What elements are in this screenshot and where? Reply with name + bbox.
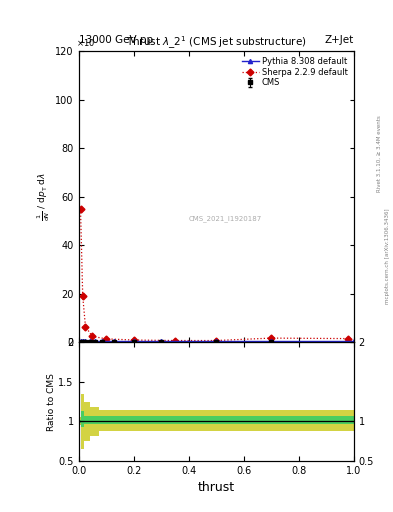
Pythia 8.308 default — [351, 338, 356, 345]
Sherpa 2.2.9 default — [81, 293, 85, 300]
Pythia 8.308 default — [87, 338, 92, 345]
Sherpa 2.2.9 default — [214, 337, 219, 344]
Pythia 8.308 default — [78, 338, 83, 345]
Pythia 8.308 default — [93, 338, 97, 345]
Sherpa 2.2.9 default — [269, 335, 274, 341]
X-axis label: thrust: thrust — [198, 481, 235, 494]
Pythia 8.308 default — [83, 338, 88, 345]
Text: Z+Jet: Z+Jet — [325, 34, 354, 45]
Y-axis label: Ratio to CMS: Ratio to CMS — [47, 373, 55, 431]
Text: $\times10$: $\times10$ — [76, 37, 95, 49]
Line: Sherpa 2.2.9 default: Sherpa 2.2.9 default — [78, 206, 351, 343]
Sherpa 2.2.9 default — [104, 336, 108, 342]
Sherpa 2.2.9 default — [90, 333, 95, 339]
Y-axis label: $\frac{1}{\mathrm{d}N}$ / $\mathrm{d}p_\mathrm{T}$ $\mathrm{d}\lambda$: $\frac{1}{\mathrm{d}N}$ / $\mathrm{d}p_\… — [36, 173, 52, 221]
Pythia 8.308 default — [81, 338, 85, 345]
Sherpa 2.2.9 default — [83, 324, 88, 330]
Sherpa 2.2.9 default — [173, 337, 177, 344]
Pythia 8.308 default — [100, 338, 105, 345]
Sherpa 2.2.9 default — [78, 206, 83, 212]
Text: Rivet 3.1.10, ≥ 3.4M events: Rivet 3.1.10, ≥ 3.4M events — [377, 115, 382, 192]
Legend: Pythia 8.308 default, Sherpa 2.2.9 default, CMS: Pythia 8.308 default, Sherpa 2.2.9 defau… — [239, 54, 351, 91]
Line: Pythia 8.308 default: Pythia 8.308 default — [79, 339, 356, 344]
Text: mcplots.cern.ch [arXiv:1306.3436]: mcplots.cern.ch [arXiv:1306.3436] — [385, 208, 389, 304]
Pythia 8.308 default — [214, 338, 219, 345]
Sherpa 2.2.9 default — [131, 337, 136, 343]
Title: Thrust $\lambda\_2^1$ (CMS jet substructure): Thrust $\lambda\_2^1$ (CMS jet substruct… — [126, 35, 307, 51]
Pythia 8.308 default — [112, 338, 117, 345]
Pythia 8.308 default — [269, 338, 274, 345]
Text: 13000 GeV pp: 13000 GeV pp — [79, 34, 153, 45]
Text: CMS_2021_I1920187: CMS_2021_I1920187 — [189, 215, 262, 222]
Pythia 8.308 default — [159, 338, 163, 345]
Sherpa 2.2.9 default — [346, 335, 351, 342]
Pythia 8.308 default — [131, 338, 136, 345]
